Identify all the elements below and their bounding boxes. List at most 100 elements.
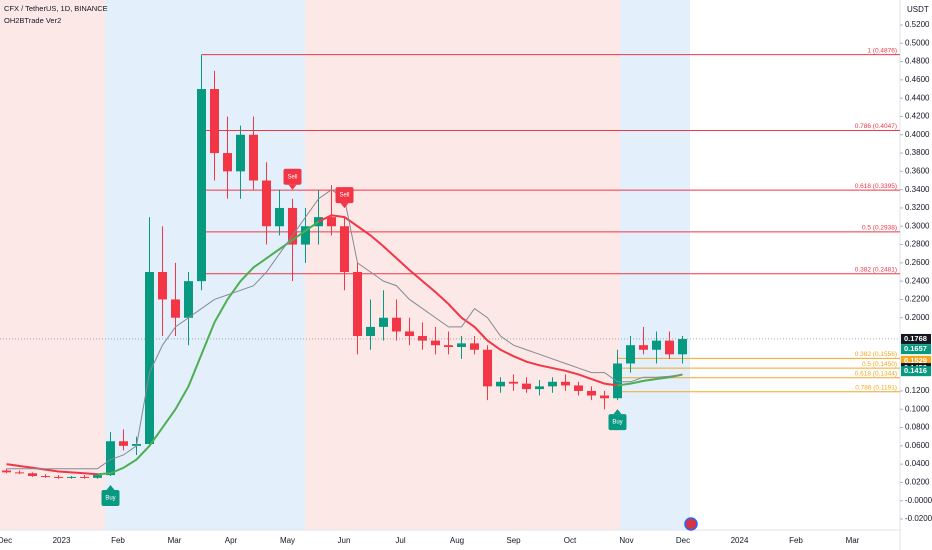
y-tick-label: 0.2400 bbox=[905, 276, 930, 285]
candle-body bbox=[444, 345, 453, 348]
signal-arrow bbox=[288, 184, 297, 190]
y-tick-label: 0.3000 bbox=[905, 221, 930, 230]
price-tag-label: 0.1657 bbox=[904, 344, 927, 353]
candle-body bbox=[262, 180, 271, 227]
candle-body bbox=[652, 340, 661, 350]
x-tick-label: Nov bbox=[619, 536, 633, 545]
y-tick-label: 0.4400 bbox=[905, 93, 930, 102]
fib-label: 0.5 (0.2938) bbox=[862, 225, 897, 232]
candle-body bbox=[457, 343, 466, 348]
x-tick-label: May bbox=[280, 536, 295, 545]
fib-label: 0.786 (0.1191) bbox=[855, 384, 897, 391]
bear-zone bbox=[0, 0, 105, 530]
candle-body bbox=[639, 345, 648, 350]
price-tag bbox=[901, 344, 931, 355]
x-tick-label: Oct bbox=[564, 536, 577, 545]
candle-body bbox=[587, 390, 596, 396]
fib-label: 0.5 (0.1450) bbox=[862, 361, 897, 368]
y-tick-label: 0.2000 bbox=[905, 313, 930, 322]
candle-body bbox=[171, 299, 180, 318]
y-tick-label: 0.2200 bbox=[905, 295, 930, 304]
candle-body bbox=[80, 476, 89, 478]
candle-body bbox=[379, 317, 388, 327]
y-tick-label: 0.3800 bbox=[905, 148, 930, 157]
y-tick-label: -0.0200 bbox=[905, 514, 932, 523]
candle-body bbox=[15, 472, 24, 474]
candle-body bbox=[2, 470, 11, 473]
indicator-name: OH2BTrade Ver2 bbox=[4, 16, 61, 25]
candle-body bbox=[288, 207, 297, 245]
candle-body bbox=[54, 476, 63, 478]
event-icon[interactable] bbox=[684, 517, 698, 531]
x-tick-label: Apr bbox=[225, 536, 238, 545]
signal-arrow bbox=[106, 485, 115, 491]
y-tick-label: 0.4600 bbox=[905, 75, 930, 84]
candle-body bbox=[626, 345, 635, 364]
y-tick-label: 0.4000 bbox=[905, 130, 930, 139]
candle-body bbox=[522, 383, 531, 390]
indicator-line bbox=[6, 463, 98, 476]
signal-label: Buy bbox=[612, 420, 622, 426]
candle-body bbox=[548, 381, 557, 387]
x-tick-label: 2024 bbox=[731, 536, 749, 545]
price-tag bbox=[901, 366, 931, 377]
candle-body bbox=[574, 385, 583, 391]
price-tag-label: 0.1529 bbox=[904, 356, 927, 365]
price-tag bbox=[901, 355, 931, 366]
candle-body bbox=[678, 338, 687, 355]
y-tick-label: 0.3200 bbox=[905, 203, 930, 212]
candle-body bbox=[600, 395, 609, 399]
candle-body bbox=[210, 89, 219, 154]
candle-body bbox=[392, 317, 401, 332]
y-tick-label: 0.1000 bbox=[905, 404, 930, 413]
fib-label: 0.382 (0.1556) bbox=[855, 351, 897, 358]
signal-arrow bbox=[340, 203, 349, 209]
candle-body bbox=[197, 89, 206, 282]
candle-body bbox=[145, 271, 154, 444]
signal-label: Sell bbox=[339, 193, 349, 199]
candle-body bbox=[470, 343, 479, 350]
fib-label: 0.786 (0.4047) bbox=[855, 123, 897, 130]
candle-body bbox=[509, 381, 518, 384]
bull-zone bbox=[620, 0, 690, 530]
x-tick-label: Mar bbox=[846, 536, 860, 545]
y-tick-label: 0.2800 bbox=[905, 240, 930, 249]
candle-body bbox=[613, 363, 622, 399]
y-tick-label: 0.4200 bbox=[905, 112, 930, 121]
x-tick-label: Jul bbox=[395, 536, 405, 545]
signal-box bbox=[101, 490, 120, 507]
candle-body bbox=[483, 349, 492, 387]
price-tag-label: 0.1416 bbox=[904, 366, 927, 375]
x-tick-label: Dec bbox=[0, 536, 12, 545]
indicator-line bbox=[97, 220, 320, 476]
signal-box bbox=[283, 168, 302, 185]
candle-body bbox=[327, 217, 336, 227]
candle-body bbox=[93, 475, 102, 478]
chart-title: CFX / TetherUS, 1D, BINANCE bbox=[4, 4, 108, 13]
candle-body bbox=[28, 473, 37, 477]
x-tick-label: Feb bbox=[789, 536, 803, 545]
y-tick-label: 0.0200 bbox=[905, 478, 930, 487]
candle-body bbox=[431, 340, 440, 346]
candle-body bbox=[184, 281, 193, 318]
x-tick-label: Dec bbox=[676, 536, 690, 545]
candle-body bbox=[236, 134, 245, 172]
candle-body bbox=[340, 226, 349, 272]
candle-body bbox=[496, 381, 505, 387]
fib-label: 1 (0.4876) bbox=[867, 47, 897, 54]
x-tick-label: Jun bbox=[338, 536, 351, 545]
y-tick-label: 0.4800 bbox=[905, 57, 930, 66]
indicator-line bbox=[617, 373, 683, 387]
x-tick-label: Sep bbox=[506, 536, 521, 545]
x-tick-label: Feb bbox=[111, 536, 125, 545]
candle-body bbox=[366, 326, 375, 337]
y-tick-label: 0.3600 bbox=[905, 166, 930, 175]
candle-body bbox=[158, 271, 167, 300]
candle-body bbox=[249, 134, 258, 181]
y-tick-label: 0.2600 bbox=[905, 258, 930, 267]
indicator-line bbox=[318, 214, 618, 387]
candle-body bbox=[418, 336, 427, 341]
candle-body bbox=[561, 381, 570, 386]
signal-box bbox=[335, 187, 354, 204]
